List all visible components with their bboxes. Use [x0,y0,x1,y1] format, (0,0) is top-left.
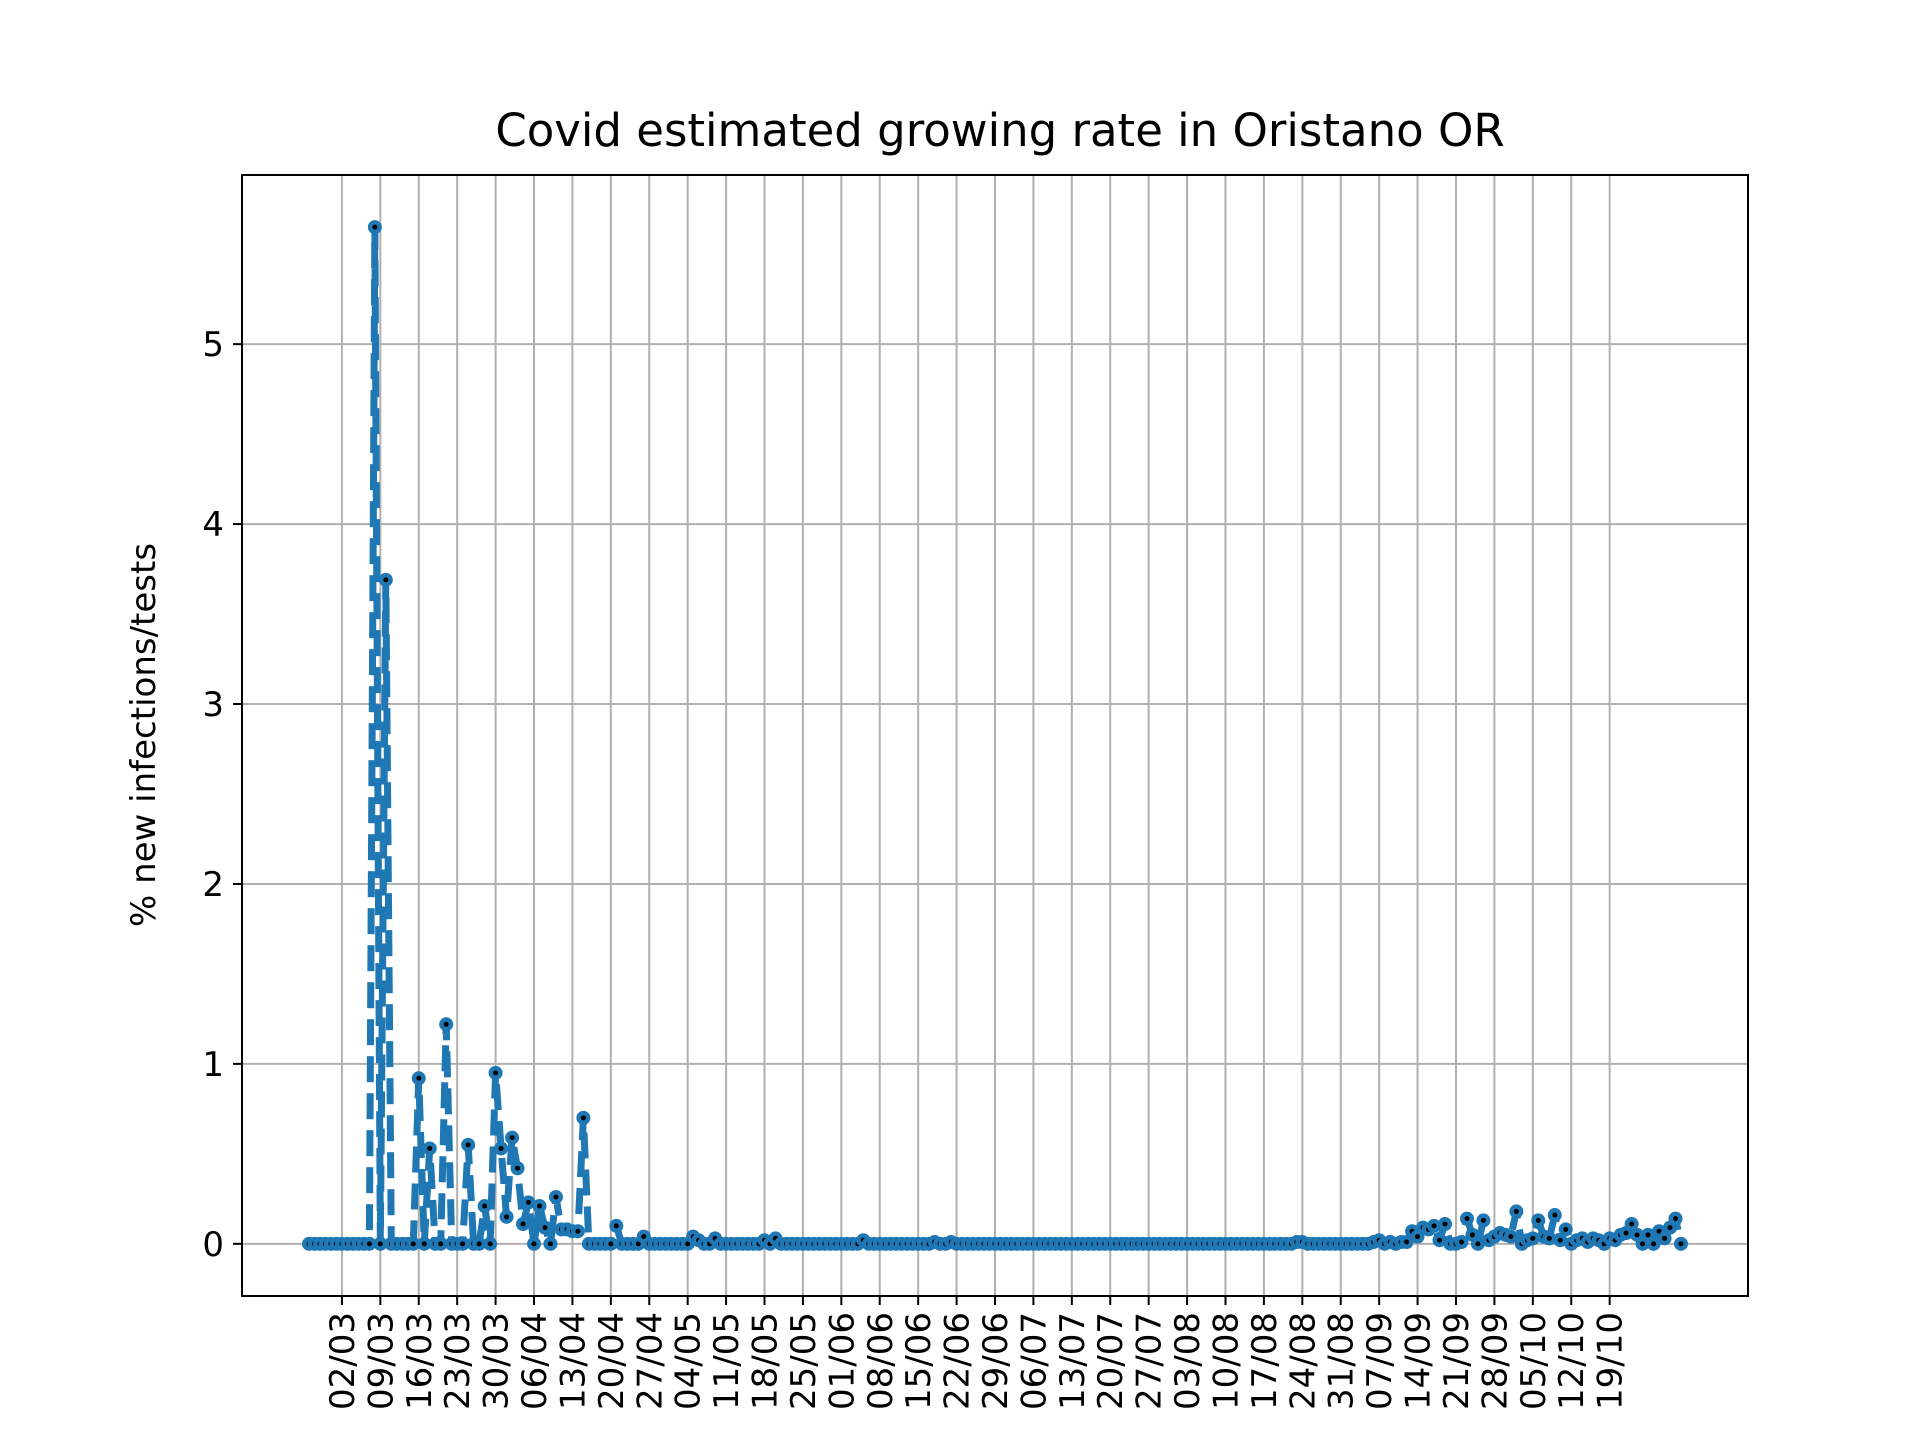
data-point [1558,1222,1573,1237]
data-point [1454,1235,1469,1250]
y-tick-label: 3 [202,685,224,725]
y-tick-label: 0 [202,1225,224,1265]
x-tick-label: 21/09 [1437,1312,1477,1410]
x-tick-label: 27/04 [630,1312,670,1410]
x-tick-label: 05/10 [1514,1312,1554,1410]
data-point [367,220,382,235]
data-point [406,1236,421,1251]
data-point [537,1220,552,1235]
x-tick-label: 18/05 [746,1312,786,1410]
data-point [1547,1208,1562,1223]
data-point [439,1017,454,1032]
data-point [1624,1217,1639,1232]
data-point [422,1141,437,1156]
x-tick-label: 13/07 [1053,1312,1093,1410]
x-tick-label: 03/08 [1168,1312,1208,1410]
series-layer [302,220,1688,1251]
data-point [1674,1236,1688,1251]
data-point [1646,1236,1661,1251]
x-tick-label: 19/10 [1591,1312,1631,1410]
data-point [483,1236,498,1251]
x-tick-label: 10/08 [1206,1312,1246,1410]
x-tick-label: 27/07 [1130,1312,1170,1410]
x-tick-label: 17/08 [1245,1312,1285,1410]
x-tick-label: 15/06 [899,1312,939,1410]
x-tick-label: 06/04 [515,1312,555,1410]
data-point [1438,1217,1453,1232]
data-point [494,1141,509,1156]
x-tick-label: 28/09 [1475,1312,1515,1410]
data-point [510,1161,525,1176]
data-point [505,1130,520,1145]
grid [242,175,1748,1296]
x-tick-label: 20/04 [592,1312,632,1410]
data-point [1427,1218,1442,1233]
x-tick-label: 25/05 [784,1312,824,1410]
data-point [417,1236,432,1251]
data-point [548,1190,563,1205]
x-tick-label: 11/05 [707,1312,747,1410]
data-point [488,1065,503,1080]
data-point [378,572,393,587]
data-point [570,1224,585,1239]
y-tick-label: 1 [202,1045,224,1085]
data-point [543,1236,558,1251]
data-point [532,1199,547,1214]
x-tick-label: 01/06 [822,1312,862,1410]
x-tick-label: 13/04 [553,1312,593,1410]
data-point [609,1218,624,1233]
x-tick-label: 30/03 [477,1312,517,1410]
data-point [499,1209,514,1224]
x-tick-label: 14/09 [1399,1312,1439,1410]
data-point [1509,1204,1524,1219]
x-tick-label: 06/07 [1014,1312,1054,1410]
y-axis-label: % new infections/tests [124,543,164,927]
data-point [1459,1211,1474,1226]
data-point [1668,1211,1683,1226]
x-tick-label: 31/08 [1322,1312,1362,1410]
data-point [527,1236,542,1251]
data-point [1476,1213,1491,1228]
x-tick-label: 07/09 [1360,1312,1400,1410]
data-point [1531,1213,1546,1228]
x-tick-label: 22/06 [938,1312,978,1410]
data-point [461,1137,476,1152]
data-point [516,1217,531,1232]
x-tick-label: 02/03 [323,1312,363,1410]
data-point [576,1110,591,1125]
x-tick-label: 08/06 [861,1312,901,1410]
chart-title: Covid estimated growing rate in Oristano… [495,104,1504,157]
data-point [477,1199,492,1214]
y-tick-label: 4 [202,505,224,545]
x-tick-label: 09/03 [361,1312,401,1410]
x-tick-label: 20/07 [1091,1312,1131,1410]
data-point [1503,1229,1518,1244]
x-tick-label: 24/08 [1283,1312,1323,1410]
data-point [1470,1236,1485,1251]
x-tick-label: 12/10 [1552,1312,1592,1410]
y-tick-label: 5 [202,325,224,365]
y-tick-label: 2 [202,865,224,905]
data-point [373,1236,388,1251]
data-point [472,1236,487,1251]
x-tick-label: 04/05 [669,1312,709,1410]
data-point [521,1195,536,1210]
ticks: 01234502/0309/0316/0323/0330/0306/0413/0… [202,325,1630,1410]
x-tick-label: 23/03 [438,1312,478,1410]
data-point [411,1071,426,1086]
x-tick-label: 16/03 [400,1312,440,1410]
x-tick-label: 29/06 [976,1312,1016,1410]
